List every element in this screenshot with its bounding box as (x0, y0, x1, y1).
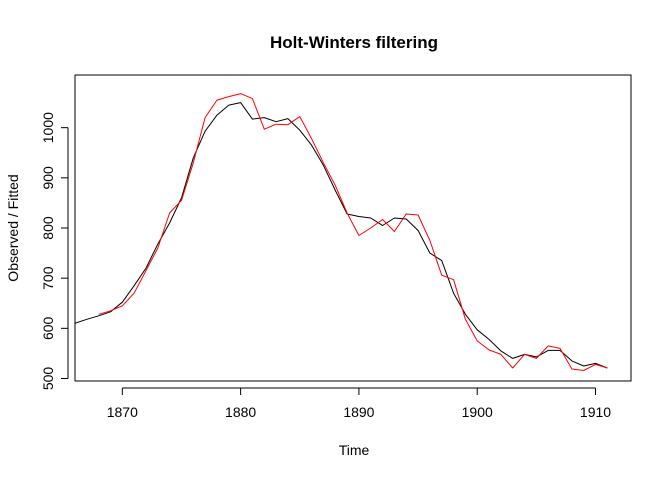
observed-series-line (75, 102, 608, 369)
y-tick-label: 800 (40, 216, 56, 240)
y-tick-label: 1000 (40, 112, 56, 143)
series-layer (75, 93, 608, 371)
x-tick-label: 1880 (225, 404, 256, 420)
y-tick-label: 900 (40, 166, 56, 190)
y-tick-label: 700 (40, 266, 56, 290)
fitted-series-line (98, 93, 608, 371)
y-axis: 500 600 700 800 900 1000 (40, 112, 69, 391)
plot-area (74, 74, 632, 382)
y-tick-label: 500 (40, 367, 56, 391)
chart-title: Holt-Winters filtering (270, 33, 438, 52)
x-tick-label: 1900 (462, 404, 493, 420)
y-axis-label: Observed / Fitted (5, 174, 21, 281)
x-tick-label: 1890 (343, 404, 374, 420)
x-tick-label: 1910 (580, 404, 611, 420)
x-axis: 1870 1880 1890 1900 1910 (107, 387, 611, 420)
x-axis-label: Time (339, 442, 370, 458)
y-tick-label: 600 (40, 316, 56, 340)
x-tick-label: 1870 (107, 404, 138, 420)
